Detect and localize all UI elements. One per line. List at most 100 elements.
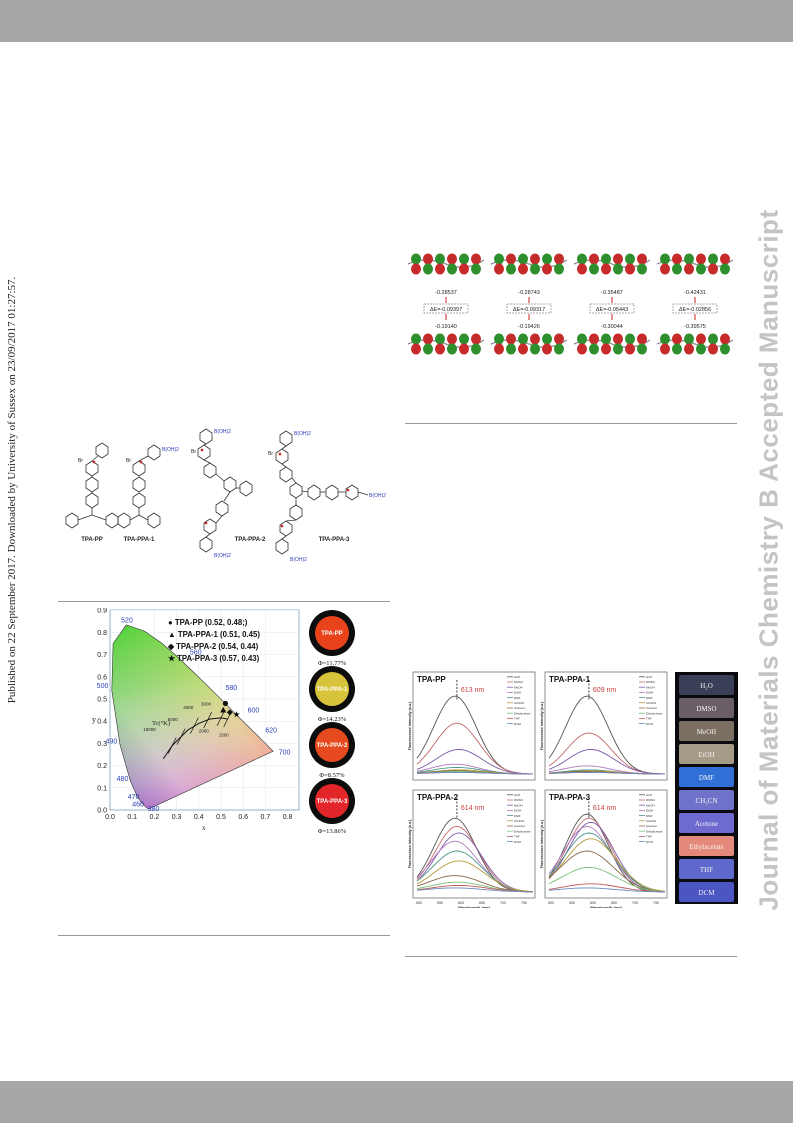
figure-divider [58, 601, 390, 602]
wavelength-tick: 500 [416, 901, 422, 905]
cct-value: 1500 [219, 733, 230, 738]
tpa-ppa-1-br: Br [126, 458, 131, 464]
locus-label-560: 560 [190, 650, 202, 657]
download-watermark: Published on 22 September 2017. Download… [6, 276, 18, 704]
vial-label: DCM [699, 889, 716, 897]
homo-orbital-1 [407, 333, 485, 355]
vial-label: EtOH [698, 751, 714, 759]
solvent-legend: Acetone [646, 706, 657, 710]
cct-value: 4000 [183, 705, 194, 710]
tpa-ppa-3-boronic-right: B(OH)2 [369, 493, 386, 499]
solvent-legend: H2O [646, 793, 653, 797]
header-band [0, 0, 793, 42]
homo-energy: -0.19140 [435, 324, 457, 330]
solvent-legend: EtOH [514, 809, 521, 813]
structures-figure: Br Br Br Br B(OH)2 B(OH)2 B(OH)2 B(OH)2 … [58, 425, 390, 573]
solvent-legend: DCM [646, 840, 653, 844]
figure-divider [405, 956, 737, 957]
cie-x-tick: 0.4 [194, 814, 204, 821]
cie-y-tick: 0.3 [97, 741, 107, 748]
solvent-legend: CH3CN [646, 819, 656, 823]
solvent-vial [679, 767, 734, 787]
solvent-vial [679, 721, 734, 741]
tpa-ppa-3-boronic: B(OH)2 [294, 431, 311, 437]
solvent-legend: Acetone [514, 824, 525, 828]
quantum-yield: Φ=11.77% [318, 660, 347, 667]
cie-x-tick: 0.2 [150, 814, 160, 821]
energy-gap: ΔE=-0.09317 [513, 307, 545, 313]
sample-name: TPA-PPA-2 [317, 743, 348, 749]
solvent-legend: THF [514, 835, 520, 839]
legend-marker-tpa-ppa-2: ◆ [167, 642, 175, 651]
panel-title: TPA-PPA-3 [549, 793, 591, 802]
locus-label-500: 500 [97, 683, 109, 690]
quantum-yield: Φ=13.86% [318, 828, 347, 833]
tpa-ppa-1-boronic: B(OH)2 [162, 447, 179, 453]
locus-label-470: 470 [128, 794, 140, 801]
solvent-legend: CH3CN [514, 819, 524, 823]
tpa-ppa-3-boronic-bottom: B(OH)2 [290, 557, 307, 563]
solvent-vial [679, 813, 734, 833]
solvent-vial [679, 836, 734, 856]
accepted-manuscript-watermark: Journal of Materials Chemistry B Accepte… [753, 209, 784, 911]
fluorescence-figure: TPA-PP 613 nm H2O DMSO MeOH EtOH DMF CH3CN Aceto… [405, 670, 740, 910]
lumo-energy: -0.35487 [601, 290, 623, 296]
tpa-ppa-2-boronic: B(OH)2 [214, 429, 231, 435]
homo-energy: -0.30044 [601, 324, 623, 330]
cie-y-tick: 0.6 [97, 674, 107, 681]
y-axis-label: Fluorescence intensity (a.u.) [540, 819, 544, 868]
locus-label-700: 700 [279, 750, 291, 757]
lumo-energy: -0.28743 [518, 290, 540, 296]
energy-gap: ΔE=-0.09397 [430, 307, 462, 313]
legend-marker-tpa-ppa-1: ▲ [168, 630, 176, 639]
wavelength-tick: 750 [521, 901, 527, 905]
legend-tpa-ppa-1: TPA-PPA-1 (0.51, 0.45) [178, 630, 260, 639]
tpa-ppa-2-label: TPA-PPA-2 [235, 537, 266, 543]
cie-x-tick: 0.3 [172, 814, 182, 821]
wavelength-tick: 650 [611, 901, 617, 905]
panel-title: TPA-PPA-2 [417, 793, 459, 802]
solvent-legend: Acetone [646, 824, 657, 828]
panel-title: TPA-PPA-1 [549, 675, 591, 684]
x-axis-label: Wavelength (nm) [590, 905, 623, 908]
solvent-legend: DMSO [514, 680, 524, 684]
cie-y-label: y [92, 715, 96, 724]
sample-name: TPA-PPA-3 [317, 799, 348, 805]
solvent-legend: DMF [646, 696, 653, 700]
legend-marker-tpa-pp: ● [168, 618, 173, 627]
tpa-ppa-3-label: TPA-PPA-3 [319, 537, 350, 543]
cie-point-tpa-ppa-1 [220, 706, 227, 713]
footer-band [0, 1081, 793, 1123]
cie-y-tick: 0.5 [97, 697, 107, 704]
solvent-vial [679, 859, 734, 879]
locus-label-580: 580 [225, 685, 237, 692]
sample-powder-2: TPA-PPA-1 Φ=14.23% [309, 666, 355, 723]
sample-name: TPA-PP [321, 631, 343, 637]
cct-value: 3000 [201, 702, 212, 707]
cie-x-tick: 0.7 [261, 814, 271, 821]
vial-label: CH₃CN [696, 797, 718, 805]
solvent-legend: Ethylacetate [514, 829, 531, 833]
y-axis-label: Fluorescence intensity (a.u.) [408, 701, 412, 750]
homo-orbital-4 [656, 333, 734, 355]
solvent-legend: EtOH [514, 691, 521, 695]
cie-point-tpa-ppa-3 [233, 711, 240, 718]
locus-label-380: 380 [148, 806, 160, 813]
cie-x-tick: 0.5 [216, 814, 226, 821]
sample-powder-1: TPA-PP Φ=11.77% [309, 610, 355, 667]
tpa-ppa-3-br: Br [268, 451, 273, 457]
solvent-legend: H2O [514, 793, 521, 797]
svg-text:▲ TPA-PPA-1 (0.51, 0.45): ▲ TPA-PPA-1 (0.51, 0.45) [168, 630, 260, 639]
cie-y-tick: 0.4 [97, 719, 107, 726]
locus-label-600: 600 [248, 707, 260, 714]
homo-energy: -0.19426 [518, 324, 540, 330]
solvent-legend: DCM [514, 840, 521, 844]
cie-point-tpa-pp [222, 700, 229, 707]
solvent-legend: MeOH [514, 803, 523, 807]
figure-divider [405, 423, 737, 424]
svg-text:★ TPA-PPA-3 (0.57, 0.43): ★ TPA-PPA-3 (0.57, 0.43) [168, 654, 260, 663]
vial-label: DMF [699, 774, 714, 782]
locus-label-490: 490 [106, 738, 118, 745]
cie-x-tick: 0.1 [127, 814, 137, 821]
cie-y-tick: 0.8 [97, 630, 107, 637]
